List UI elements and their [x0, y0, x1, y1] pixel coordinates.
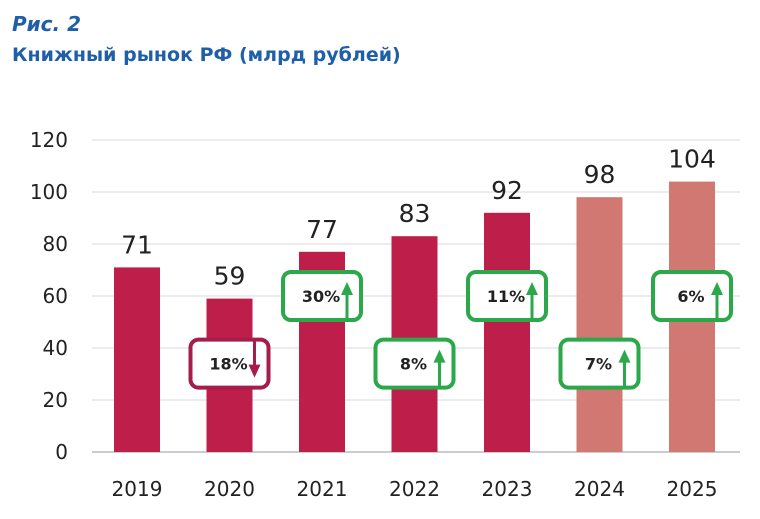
- change-percent: 18%: [209, 355, 247, 374]
- value-label-2024: 98: [584, 160, 616, 189]
- value-label-2022: 83: [399, 199, 431, 228]
- change-badge-2025: 6%: [651, 270, 733, 322]
- change-badge-2023: 11%: [466, 270, 548, 322]
- y-tick-label: 80: [43, 232, 68, 256]
- change-badges: 18% 30% 8% 11% 7% 6%: [188, 270, 733, 390]
- y-tick-label: 20: [43, 388, 68, 412]
- x-axis-ticks: 2019 2020 2021 2022 2023 2024 2025: [112, 477, 718, 501]
- value-label-2019: 71: [121, 230, 153, 259]
- arrow-up-icon-head: [711, 282, 723, 295]
- value-labels: 71 59 77 83 92 98 104: [121, 145, 716, 291]
- change-badge-2020: 18%: [188, 337, 271, 390]
- change-badge-2024: 7%: [558, 337, 641, 390]
- y-tick-label: 0: [55, 440, 68, 464]
- x-tick-label-2024: 2024: [574, 477, 625, 501]
- change-badge-2022: 8%: [373, 337, 456, 390]
- y-tick-label: 100: [30, 180, 68, 204]
- badge-frame: [188, 337, 271, 390]
- change-percent: 7%: [585, 355, 612, 374]
- badge-frame: [651, 270, 733, 322]
- arrow-down-icon-head: [248, 364, 261, 378]
- y-tick-label: 40: [43, 336, 68, 360]
- badge-frame: [281, 270, 363, 322]
- value-label-2023: 92: [491, 176, 523, 205]
- badge-frame: [466, 270, 548, 322]
- change-percent: 8%: [400, 355, 427, 374]
- y-tick-label: 60: [43, 284, 68, 308]
- figure-label: Рис. 2: [12, 12, 82, 36]
- x-tick-label-2021: 2021: [297, 477, 348, 501]
- arrow-up-icon-head: [618, 349, 631, 363]
- bar-2019: [114, 267, 160, 452]
- x-tick-label-2025: 2025: [667, 477, 718, 501]
- value-label-2020: 59: [214, 262, 246, 291]
- badge-frame: [373, 337, 456, 390]
- x-tick-label-2020: 2020: [204, 477, 255, 501]
- arrow-up-icon-head: [433, 349, 446, 363]
- change-percent: 6%: [677, 287, 704, 306]
- change-percent: 11%: [487, 287, 525, 306]
- change-badge-2021: 30%: [281, 270, 363, 322]
- x-tick-label-2023: 2023: [482, 477, 533, 501]
- badge-frame: [558, 337, 641, 390]
- arrow-up-icon-head: [526, 282, 538, 295]
- bars: [114, 181, 715, 452]
- y-tick-label: 120: [30, 128, 68, 152]
- arrow-up-icon-head: [341, 282, 353, 295]
- y-axis-ticks: 0 20 40 60 80 100 120: [30, 128, 68, 464]
- bar-2023: [484, 212, 530, 452]
- bar-2024: [576, 197, 623, 452]
- change-percent: 30%: [302, 287, 340, 306]
- value-label-2025: 104: [668, 145, 716, 174]
- chart-title: Книжный рынок РФ (млрд рублей): [12, 44, 401, 66]
- x-tick-label-2022: 2022: [389, 477, 440, 501]
- x-tick-label-2019: 2019: [112, 477, 163, 501]
- value-label-2021: 77: [306, 215, 338, 244]
